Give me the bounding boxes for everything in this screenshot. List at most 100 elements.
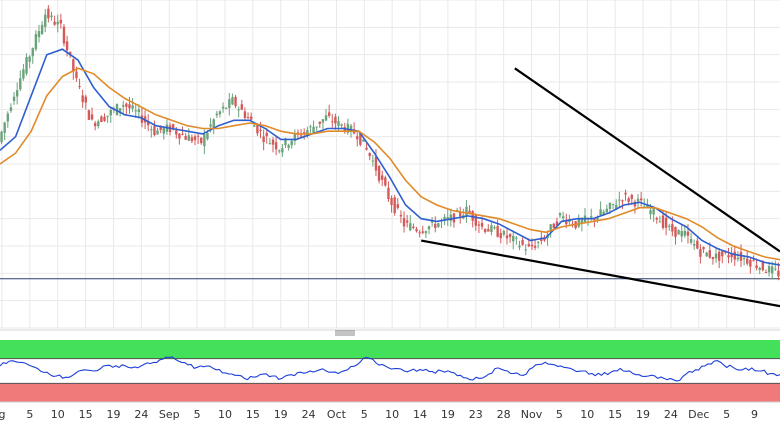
candle-body bbox=[75, 71, 78, 78]
candle-body bbox=[674, 226, 677, 237]
candle-body bbox=[12, 96, 16, 101]
candle-body bbox=[777, 270, 780, 277]
candle-body bbox=[253, 125, 256, 127]
candle-body bbox=[599, 209, 602, 216]
candle-body bbox=[122, 105, 125, 107]
candle-body bbox=[708, 250, 711, 258]
candle-body bbox=[549, 224, 552, 231]
candle-body bbox=[318, 121, 321, 124]
candle-body bbox=[446, 217, 449, 221]
candle-body bbox=[721, 251, 724, 257]
candle-body bbox=[437, 223, 440, 227]
candle-body bbox=[256, 123, 259, 134]
candle-body bbox=[209, 124, 212, 127]
candle-body bbox=[655, 217, 658, 220]
candle-body bbox=[558, 213, 562, 216]
candle-body bbox=[321, 119, 325, 123]
candle-body bbox=[677, 230, 680, 235]
candle-body bbox=[281, 148, 284, 153]
candle-body bbox=[271, 139, 275, 145]
candle-body bbox=[459, 212, 462, 217]
candle-body bbox=[62, 26, 66, 44]
candle-body bbox=[340, 124, 343, 126]
x-tick-label: 15 bbox=[79, 408, 93, 421]
x-tick-label: Nov bbox=[521, 408, 543, 421]
candle-body bbox=[596, 217, 599, 221]
x-tick-label: 15 bbox=[246, 408, 260, 421]
candle-body bbox=[362, 139, 365, 142]
candle-body bbox=[434, 223, 437, 228]
candle-body bbox=[265, 132, 268, 137]
candle-body bbox=[206, 132, 209, 140]
candle-body bbox=[512, 235, 515, 242]
candle-body bbox=[693, 244, 696, 246]
candle-body bbox=[65, 41, 69, 51]
candle-body bbox=[327, 112, 331, 116]
candle-body bbox=[396, 204, 399, 208]
x-tick-label: 23 bbox=[469, 408, 483, 421]
candle-body bbox=[733, 251, 736, 260]
x-tick-label: 19 bbox=[106, 408, 120, 421]
candle-body bbox=[171, 124, 175, 130]
candle-body bbox=[714, 253, 718, 259]
x-tick-label: 10 bbox=[580, 408, 594, 421]
candle-body bbox=[356, 136, 359, 140]
candle-body bbox=[680, 231, 683, 237]
candle-body bbox=[736, 257, 740, 260]
candle-body bbox=[225, 107, 228, 109]
candle-body bbox=[249, 116, 253, 120]
x-tick-label: 24 bbox=[302, 408, 316, 421]
candle-body bbox=[293, 133, 297, 141]
candle-body bbox=[78, 86, 81, 88]
candle-body bbox=[493, 227, 496, 229]
x-tick-label: 24 bbox=[664, 408, 678, 421]
candle-body bbox=[131, 105, 134, 109]
candle-body bbox=[477, 224, 481, 226]
x-tick-label: 28 bbox=[497, 408, 511, 421]
candle-body bbox=[508, 234, 512, 237]
candle-body bbox=[593, 218, 596, 221]
candle-body bbox=[303, 132, 306, 134]
candle-body bbox=[374, 156, 378, 171]
candle-body bbox=[381, 175, 384, 180]
candle-body bbox=[505, 235, 509, 239]
candle-body bbox=[758, 267, 761, 270]
candle-body bbox=[371, 160, 375, 162]
x-tick-label: Sep bbox=[159, 408, 180, 421]
candle-body bbox=[465, 206, 468, 217]
candle-body bbox=[590, 216, 593, 218]
candle-body bbox=[568, 220, 571, 223]
candle-body bbox=[661, 215, 665, 228]
panel-resize-handle[interactable] bbox=[335, 330, 355, 336]
candle-body bbox=[274, 142, 278, 150]
candle-body bbox=[109, 110, 112, 116]
candle-body bbox=[359, 132, 362, 145]
candle-body bbox=[668, 225, 671, 227]
candle-body bbox=[393, 197, 396, 214]
candle-body bbox=[40, 24, 44, 35]
candle-body bbox=[315, 126, 318, 128]
overbought-zone bbox=[0, 340, 780, 359]
candle-body bbox=[658, 221, 662, 223]
oscillator-line bbox=[0, 356, 780, 382]
candle-body bbox=[81, 95, 84, 103]
candle-body bbox=[262, 136, 265, 143]
x-tick-label: 5 bbox=[26, 408, 33, 421]
candle-body bbox=[200, 137, 203, 144]
candle-body bbox=[287, 144, 290, 148]
candle-body bbox=[153, 126, 156, 135]
candle-body bbox=[608, 202, 612, 209]
x-tick-label: 5 bbox=[723, 408, 730, 421]
candle-body bbox=[278, 150, 281, 152]
candle-body bbox=[377, 166, 381, 181]
candle-body bbox=[306, 130, 309, 137]
candle-body bbox=[502, 231, 506, 235]
candle-body bbox=[365, 147, 368, 150]
candle-body bbox=[605, 208, 609, 213]
candle-body bbox=[228, 99, 231, 108]
candle-body bbox=[652, 208, 655, 215]
candle-body bbox=[387, 187, 390, 200]
candle-body bbox=[761, 261, 765, 271]
moving-average-fast bbox=[0, 48, 780, 266]
candle-body bbox=[53, 21, 56, 25]
